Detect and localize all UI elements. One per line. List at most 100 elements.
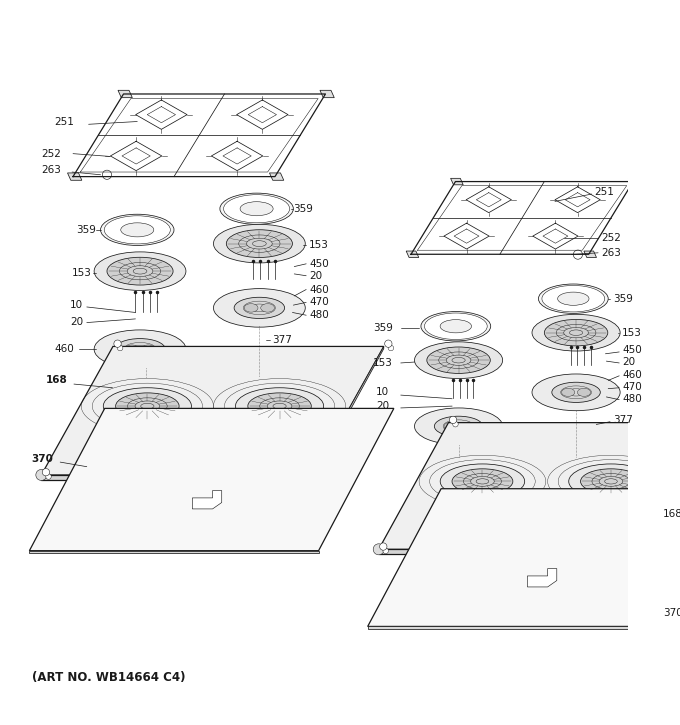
Text: 377: 377 xyxy=(613,415,632,425)
Polygon shape xyxy=(628,178,641,185)
Text: 470: 470 xyxy=(309,297,328,307)
Ellipse shape xyxy=(545,320,608,346)
Circle shape xyxy=(649,548,655,554)
Polygon shape xyxy=(118,91,133,98)
Circle shape xyxy=(36,470,47,481)
Text: 359: 359 xyxy=(613,294,632,304)
Text: 252: 252 xyxy=(41,149,61,159)
Text: (ART NO. WB14664 C4): (ART NO. WB14664 C4) xyxy=(32,671,185,684)
Text: 153: 153 xyxy=(373,358,393,368)
Circle shape xyxy=(388,345,394,351)
Ellipse shape xyxy=(141,345,155,353)
Polygon shape xyxy=(41,347,384,475)
Ellipse shape xyxy=(452,469,513,494)
Polygon shape xyxy=(379,423,680,550)
Text: 20: 20 xyxy=(309,270,322,281)
Ellipse shape xyxy=(558,292,589,305)
Ellipse shape xyxy=(104,216,170,244)
Ellipse shape xyxy=(415,342,503,378)
Ellipse shape xyxy=(244,304,258,312)
Text: 470: 470 xyxy=(622,382,642,392)
Polygon shape xyxy=(406,251,419,257)
Text: 359: 359 xyxy=(293,204,313,214)
Ellipse shape xyxy=(226,230,292,257)
Ellipse shape xyxy=(539,284,608,313)
Ellipse shape xyxy=(460,422,473,431)
Ellipse shape xyxy=(260,304,275,312)
Polygon shape xyxy=(320,91,335,98)
Text: 252: 252 xyxy=(601,233,621,243)
Ellipse shape xyxy=(427,347,490,373)
Ellipse shape xyxy=(115,339,165,360)
Text: 460: 460 xyxy=(622,370,642,380)
Text: 153: 153 xyxy=(309,241,329,250)
Ellipse shape xyxy=(121,223,154,237)
Polygon shape xyxy=(41,475,312,479)
Ellipse shape xyxy=(214,289,305,327)
Ellipse shape xyxy=(248,393,311,419)
Ellipse shape xyxy=(424,313,487,339)
Ellipse shape xyxy=(224,195,290,223)
Polygon shape xyxy=(312,347,384,479)
Polygon shape xyxy=(584,251,596,257)
Text: 168: 168 xyxy=(663,508,680,518)
Text: 168: 168 xyxy=(46,376,67,386)
Polygon shape xyxy=(528,568,557,587)
Text: 251: 251 xyxy=(594,187,614,197)
Ellipse shape xyxy=(415,408,503,444)
Polygon shape xyxy=(269,173,284,181)
Ellipse shape xyxy=(421,312,491,341)
Polygon shape xyxy=(645,423,680,554)
Polygon shape xyxy=(368,489,680,626)
Circle shape xyxy=(639,544,651,555)
Ellipse shape xyxy=(577,389,591,397)
Ellipse shape xyxy=(444,422,457,431)
Text: 450: 450 xyxy=(622,345,642,355)
Text: 10: 10 xyxy=(70,300,84,310)
Circle shape xyxy=(383,548,388,554)
Text: 20: 20 xyxy=(376,401,389,411)
Text: 480: 480 xyxy=(309,310,328,320)
Text: 251: 251 xyxy=(54,117,75,127)
Ellipse shape xyxy=(542,286,605,312)
Ellipse shape xyxy=(562,389,575,397)
Ellipse shape xyxy=(94,330,186,368)
Ellipse shape xyxy=(101,215,174,246)
Circle shape xyxy=(118,345,123,351)
Text: 370: 370 xyxy=(663,608,680,618)
Text: 359: 359 xyxy=(373,323,393,333)
Text: 20: 20 xyxy=(622,357,635,367)
Ellipse shape xyxy=(240,202,273,216)
Circle shape xyxy=(307,470,318,481)
Ellipse shape xyxy=(234,297,285,318)
Ellipse shape xyxy=(568,464,653,499)
Circle shape xyxy=(453,421,458,427)
Text: 10: 10 xyxy=(376,387,389,397)
Text: 370: 370 xyxy=(32,455,54,464)
Text: 20: 20 xyxy=(70,317,84,327)
Text: 460: 460 xyxy=(309,284,328,294)
Polygon shape xyxy=(29,551,318,553)
Ellipse shape xyxy=(94,252,186,291)
Ellipse shape xyxy=(125,345,139,353)
Polygon shape xyxy=(29,408,394,551)
Ellipse shape xyxy=(214,224,305,263)
Text: 359: 359 xyxy=(75,225,96,235)
Ellipse shape xyxy=(116,393,179,419)
Text: 480: 480 xyxy=(622,394,642,404)
Ellipse shape xyxy=(532,315,620,351)
Circle shape xyxy=(385,340,392,347)
Circle shape xyxy=(646,543,653,550)
Ellipse shape xyxy=(220,193,293,224)
Circle shape xyxy=(317,474,322,479)
Text: 263: 263 xyxy=(41,165,61,175)
Ellipse shape xyxy=(581,469,641,494)
Text: 377: 377 xyxy=(272,335,292,345)
Ellipse shape xyxy=(435,416,483,436)
Ellipse shape xyxy=(107,257,173,285)
Ellipse shape xyxy=(552,382,600,402)
Circle shape xyxy=(373,544,384,555)
Ellipse shape xyxy=(103,388,192,424)
Text: 263: 263 xyxy=(601,248,621,258)
Circle shape xyxy=(449,416,457,423)
